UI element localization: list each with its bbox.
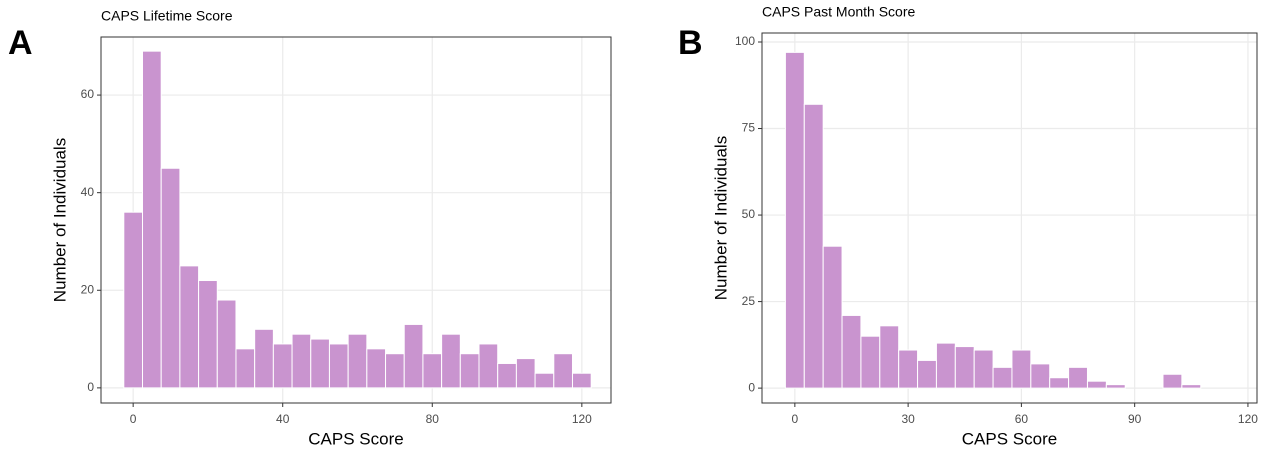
x-tick-label: 30 — [901, 412, 915, 426]
bar — [973, 349, 994, 389]
y-axis-title: Number of Individuals — [50, 138, 69, 302]
bar — [142, 50, 162, 389]
y-tick-label: 25 — [742, 294, 756, 308]
bar — [841, 314, 862, 389]
panel-label: A — [8, 24, 33, 62]
bar — [1011, 349, 1032, 389]
x-tick-label: 0 — [792, 412, 799, 426]
y-tick-label: 40 — [81, 185, 95, 199]
chart-title: CAPS Past Month Score — [762, 4, 916, 20]
x-tick-label: 120 — [572, 412, 592, 426]
x-tick-label: 120 — [1238, 412, 1258, 426]
plot-border — [100, 36, 612, 404]
bar — [1105, 384, 1126, 389]
panel-label: B — [678, 24, 703, 62]
bar — [1068, 366, 1088, 389]
bar — [366, 348, 387, 389]
bar — [571, 372, 592, 389]
bar — [1030, 363, 1051, 389]
bar — [784, 51, 805, 389]
bar — [1181, 384, 1202, 389]
plot-border — [761, 32, 1258, 404]
bar — [459, 353, 480, 389]
bar — [235, 348, 256, 389]
chart-title: CAPS Lifetime Score — [101, 8, 233, 24]
bar — [497, 362, 517, 389]
bar — [935, 342, 956, 389]
bar — [1049, 377, 1070, 389]
x-tick-label: 90 — [1128, 412, 1142, 426]
bar — [992, 366, 1013, 389]
bar — [860, 335, 881, 389]
bar — [385, 353, 405, 389]
x-tick-label: 80 — [426, 412, 440, 426]
bar — [534, 372, 555, 389]
bar — [198, 280, 218, 389]
bar — [272, 343, 293, 389]
bar — [347, 333, 368, 389]
y-tick-label: 0 — [87, 380, 94, 394]
bar — [478, 343, 499, 389]
bar — [216, 299, 237, 389]
bar — [1086, 380, 1107, 389]
bar — [898, 349, 919, 389]
bar — [803, 103, 824, 389]
bar — [822, 245, 843, 389]
x-axis-title: CAPS Score — [308, 429, 403, 448]
x-axis-title: CAPS Score — [962, 429, 1057, 448]
y-tick-label: 60 — [81, 87, 95, 101]
bar — [179, 265, 200, 389]
bar — [515, 358, 536, 389]
x-tick-label: 40 — [276, 412, 290, 426]
bar — [160, 167, 181, 389]
y-axis-title: Number of Individuals — [711, 136, 730, 300]
y-tick-label: 75 — [742, 121, 756, 135]
x-tick-label: 0 — [130, 412, 137, 426]
bar — [441, 333, 461, 389]
bar — [917, 359, 937, 389]
bar — [879, 325, 900, 389]
y-tick-label: 100 — [735, 34, 755, 48]
y-tick-label: 20 — [81, 282, 95, 296]
y-tick-label: 50 — [742, 207, 756, 221]
y-tick-label: 0 — [748, 380, 755, 394]
x-tick-label: 60 — [1015, 412, 1029, 426]
bar — [291, 333, 312, 389]
bar — [422, 353, 443, 389]
bar — [553, 353, 573, 389]
bar — [123, 211, 144, 389]
bar — [1162, 373, 1183, 389]
bar — [310, 338, 330, 389]
bar — [954, 346, 975, 389]
bar — [254, 328, 274, 389]
bar — [328, 343, 349, 389]
bar — [403, 323, 424, 389]
